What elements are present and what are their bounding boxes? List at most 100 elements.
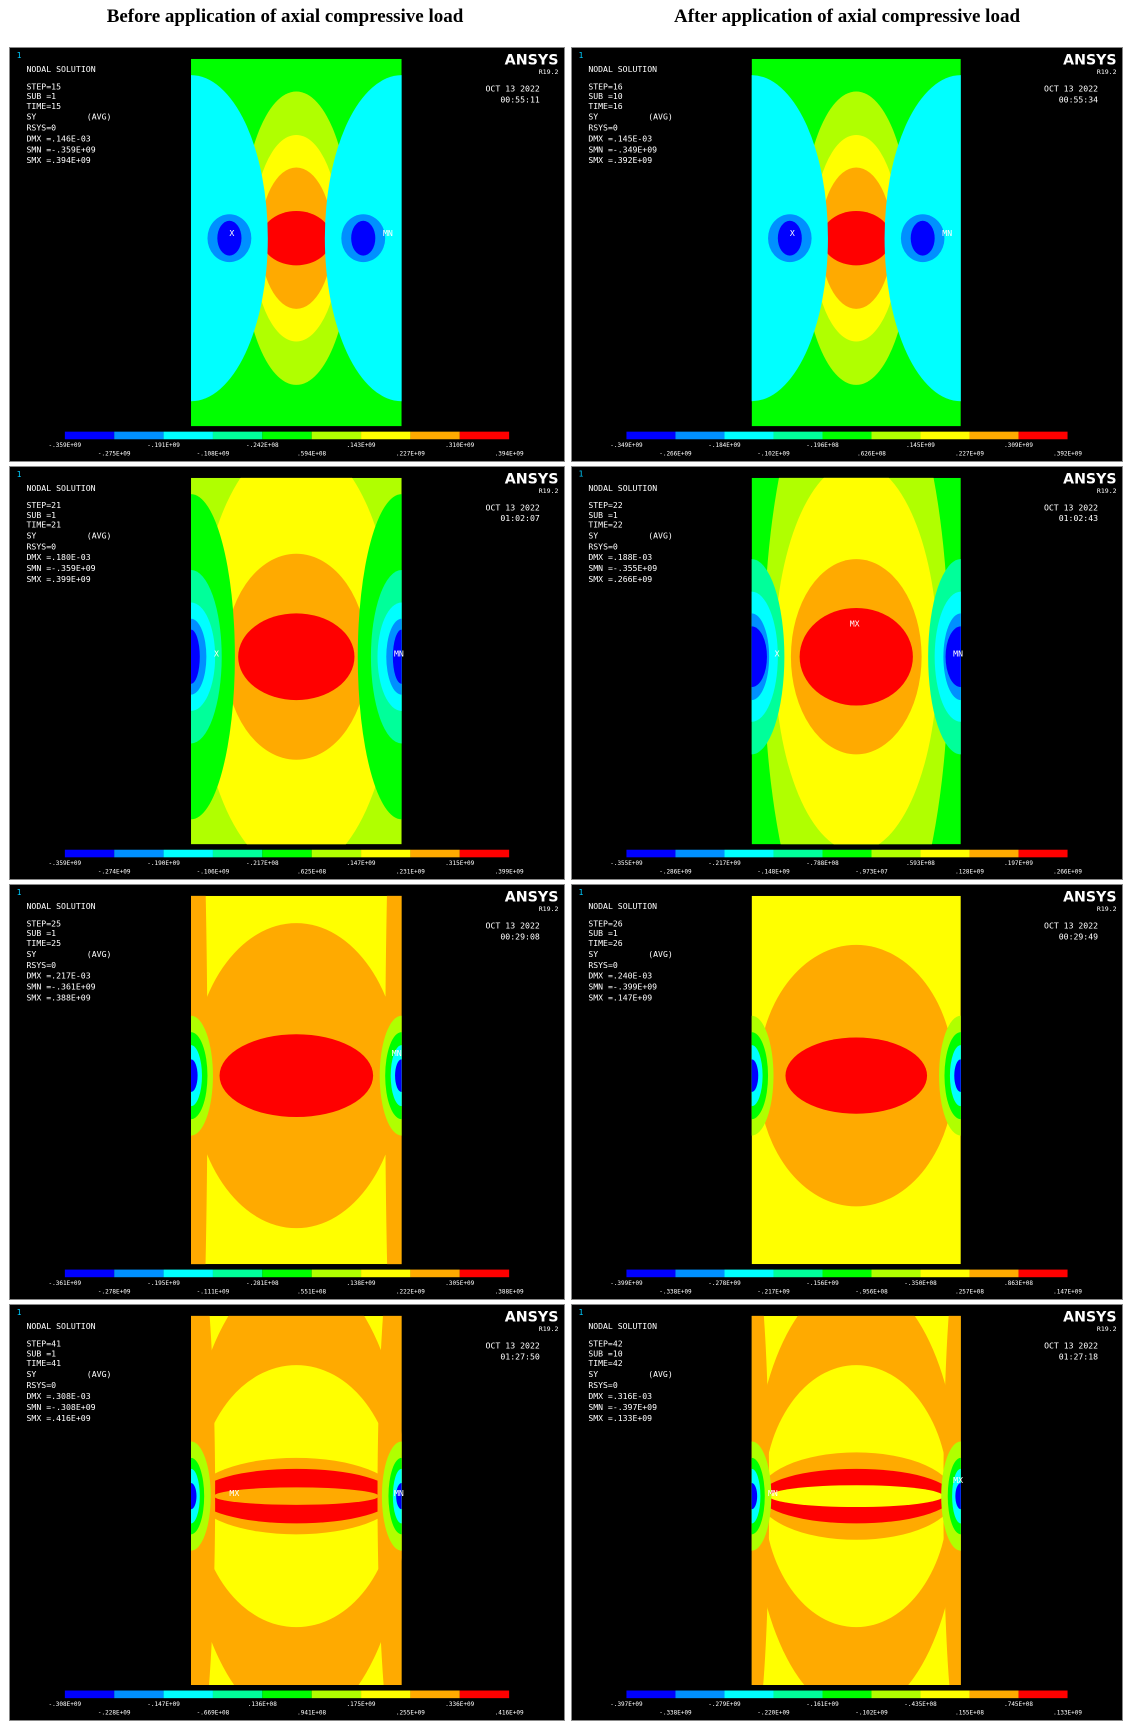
solution-info: NODAL SOLUTION — [26, 64, 95, 74]
legend-swatch — [213, 850, 262, 858]
legend-label: -.190E+09 — [147, 860, 180, 867]
legend-swatch — [65, 1270, 114, 1278]
solution-info: (AVG) — [648, 949, 673, 959]
date: OCT 13 2022 — [486, 502, 540, 512]
solution-info: (AVG) — [648, 112, 673, 122]
solution-info: TIME=16 — [588, 101, 622, 111]
solution-info: (AVG) — [87, 531, 112, 541]
solution-info: SMX =.416E+09 — [26, 1413, 90, 1423]
legend-swatch — [312, 432, 361, 440]
solution-info: STEP=26 — [588, 918, 622, 928]
legend-swatch — [970, 850, 1019, 858]
legend-label: -.278E+09 — [708, 1280, 741, 1287]
extreme-marker: MN — [953, 649, 963, 659]
legend-swatch — [164, 432, 213, 440]
brand: ANSYS — [505, 1309, 559, 1325]
legend-swatch — [970, 432, 1019, 440]
solution-info: SMX =.394E+09 — [26, 155, 90, 165]
extreme-marker: MN — [392, 1048, 402, 1058]
extreme-marker: MX — [850, 618, 860, 628]
contour-band — [395, 1059, 408, 1092]
legend-swatch — [724, 432, 773, 440]
figure: Before application of axial compressive … — [0, 0, 1124, 1725]
clock: 01:02:07 — [500, 513, 540, 523]
contour-band — [769, 1485, 943, 1507]
legend-swatch — [1019, 1270, 1068, 1278]
solution-info: TIME=15 — [26, 101, 61, 111]
extreme-marker: MN — [942, 228, 952, 238]
solution-info: (AVG) — [87, 949, 112, 959]
contour-band — [261, 211, 331, 265]
legend-label: -.973E+07 — [855, 869, 888, 876]
legend-label: .310E+09 — [445, 442, 474, 449]
legend-swatch — [114, 850, 163, 858]
solution-info: SY — [26, 112, 36, 122]
legend-label: .745E+08 — [1004, 1701, 1033, 1708]
legend-label: -.338E+09 — [659, 1710, 692, 1717]
legend-swatch — [410, 1270, 459, 1278]
solution-info: TIME=22 — [588, 520, 622, 530]
legend-label: -.350E+08 — [904, 1280, 937, 1287]
legend-swatch — [970, 1270, 1019, 1278]
legend-label: -.266E+09 — [659, 451, 692, 458]
legend-swatch — [773, 1691, 822, 1699]
legend-label: .625E+08 — [297, 869, 326, 876]
legend-label: .593E+08 — [906, 860, 935, 867]
contour-band — [180, 1045, 202, 1106]
window-number: 1 — [17, 1307, 22, 1317]
legend-label: .626E+08 — [857, 451, 886, 458]
solution-info: STEP=21 — [26, 500, 61, 510]
solution-info: DMX =.188E-03 — [588, 552, 652, 562]
legend-label: -.281E+08 — [246, 1280, 279, 1287]
legend-swatch — [460, 1691, 509, 1699]
contour-band — [785, 1038, 927, 1114]
legend-swatch — [724, 1270, 773, 1278]
contour-band — [821, 211, 891, 265]
contour-band — [745, 1059, 758, 1092]
solution-info: SY — [588, 112, 598, 122]
contour-band — [182, 1469, 200, 1524]
window-number: 1 — [17, 469, 22, 479]
result-panel: 1NODAL SOLUTIONSTEP=26SUB =1TIME=26SYRSY… — [571, 884, 1123, 1300]
solution-info: TIME=26 — [588, 938, 622, 948]
legend-swatch — [213, 1691, 262, 1699]
contour-plot — [719, 466, 993, 880]
legend-label: .227E+09 — [955, 451, 984, 458]
legend-label: -.102E+09 — [757, 451, 790, 458]
legend-label: -.191E+09 — [147, 442, 180, 449]
solution-info: NODAL SOLUTION — [588, 64, 657, 74]
legend-label: .197E+09 — [1004, 860, 1033, 867]
legend-label: .136E+08 — [248, 1701, 277, 1708]
column-title: After application of axial compressive l… — [571, 6, 1123, 28]
legend-label: .399E+09 — [495, 869, 524, 876]
solution-info: (AVG) — [648, 531, 673, 541]
legend-swatch — [361, 432, 410, 440]
legend-label: .143E+09 — [347, 442, 376, 449]
result-panel: MN1NODAL SOLUTIONSTEP=25SUB =1TIME=25SYR… — [9, 884, 565, 1300]
solution-info: STEP=25 — [26, 918, 61, 928]
solution-info: DMX =.240E-03 — [588, 971, 652, 981]
contour-band — [351, 221, 375, 256]
legend-label: -.108E+09 — [197, 451, 230, 458]
solution-info: SY — [588, 949, 598, 959]
clock: 01:27:18 — [1059, 1352, 1098, 1362]
legend-label: -.217E+08 — [246, 860, 279, 867]
solution-info: SUB =1 — [26, 928, 56, 938]
legend-label: -.399E+09 — [610, 1280, 643, 1287]
contour-band — [220, 1034, 374, 1117]
legend-swatch — [773, 850, 822, 858]
solution-info: STEP=41 — [26, 1339, 61, 1349]
legend-swatch — [724, 850, 773, 858]
legend-swatch — [361, 1691, 410, 1699]
solution-info: SMN =-.397E+09 — [588, 1402, 657, 1412]
legend-swatch — [626, 1270, 675, 1278]
legend-swatch — [410, 850, 459, 858]
legend-swatch — [822, 1270, 871, 1278]
legend-swatch — [921, 432, 970, 440]
legend-swatch — [262, 850, 311, 858]
clock: 00:55:34 — [1059, 94, 1098, 104]
solution-info: TIME=25 — [26, 938, 61, 948]
result-panel: MXMN1NODAL SOLUTIONSTEP=41SUB =1TIME=41S… — [9, 1304, 565, 1721]
